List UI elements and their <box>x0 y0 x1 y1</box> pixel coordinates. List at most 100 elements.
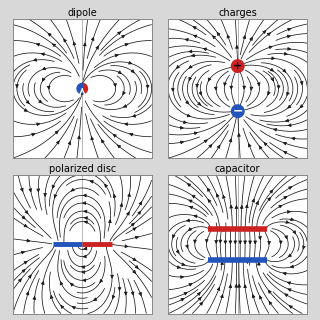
FancyArrowPatch shape <box>300 82 303 84</box>
FancyArrowPatch shape <box>221 261 224 264</box>
FancyArrowPatch shape <box>243 86 246 89</box>
FancyArrowPatch shape <box>268 92 270 95</box>
FancyArrowPatch shape <box>252 199 254 202</box>
FancyArrowPatch shape <box>285 236 287 239</box>
FancyArrowPatch shape <box>234 241 237 244</box>
FancyArrowPatch shape <box>189 284 192 286</box>
FancyArrowPatch shape <box>90 180 93 183</box>
FancyArrowPatch shape <box>260 296 262 299</box>
FancyArrowPatch shape <box>115 54 118 57</box>
FancyArrowPatch shape <box>176 250 179 253</box>
FancyArrowPatch shape <box>194 35 197 37</box>
FancyArrowPatch shape <box>196 84 198 87</box>
FancyArrowPatch shape <box>186 101 188 104</box>
FancyArrowPatch shape <box>243 36 246 39</box>
FancyArrowPatch shape <box>177 65 180 68</box>
FancyArrowPatch shape <box>48 33 51 36</box>
FancyArrowPatch shape <box>230 86 233 89</box>
FancyArrowPatch shape <box>216 228 219 231</box>
FancyArrowPatch shape <box>284 151 287 154</box>
FancyArrowPatch shape <box>180 126 183 129</box>
FancyArrowPatch shape <box>52 185 55 188</box>
Title: dipole: dipole <box>68 8 97 19</box>
FancyArrowPatch shape <box>172 235 175 238</box>
Title: charges: charges <box>218 8 257 19</box>
FancyArrowPatch shape <box>235 206 238 208</box>
FancyArrowPatch shape <box>26 100 29 103</box>
FancyArrowPatch shape <box>244 285 246 288</box>
FancyArrowPatch shape <box>289 187 292 189</box>
FancyArrowPatch shape <box>172 88 174 91</box>
FancyArrowPatch shape <box>133 228 136 230</box>
FancyArrowPatch shape <box>208 78 211 81</box>
FancyArrowPatch shape <box>120 204 123 206</box>
FancyArrowPatch shape <box>78 136 80 139</box>
FancyArrowPatch shape <box>192 54 195 57</box>
FancyArrowPatch shape <box>131 223 134 226</box>
FancyArrowPatch shape <box>32 133 35 136</box>
FancyArrowPatch shape <box>292 137 295 140</box>
FancyArrowPatch shape <box>124 105 127 107</box>
FancyArrowPatch shape <box>68 141 71 145</box>
FancyArrowPatch shape <box>132 115 136 117</box>
FancyArrowPatch shape <box>55 131 58 134</box>
FancyArrowPatch shape <box>207 188 210 191</box>
FancyArrowPatch shape <box>180 141 183 144</box>
FancyArrowPatch shape <box>267 33 270 36</box>
FancyArrowPatch shape <box>205 239 208 242</box>
FancyArrowPatch shape <box>70 283 74 286</box>
FancyArrowPatch shape <box>230 205 233 208</box>
FancyArrowPatch shape <box>112 295 115 299</box>
FancyArrowPatch shape <box>39 100 42 103</box>
FancyArrowPatch shape <box>83 202 86 204</box>
FancyArrowPatch shape <box>256 202 258 204</box>
Title: polarized disc: polarized disc <box>49 164 116 174</box>
FancyArrowPatch shape <box>184 121 187 124</box>
Wedge shape <box>77 84 82 94</box>
FancyArrowPatch shape <box>84 210 87 213</box>
FancyArrowPatch shape <box>254 241 257 244</box>
FancyArrowPatch shape <box>43 78 45 81</box>
FancyArrowPatch shape <box>125 123 128 125</box>
FancyArrowPatch shape <box>139 292 141 295</box>
FancyArrowPatch shape <box>271 78 273 81</box>
FancyArrowPatch shape <box>259 146 262 149</box>
FancyArrowPatch shape <box>223 195 225 198</box>
FancyArrowPatch shape <box>94 298 97 300</box>
FancyArrowPatch shape <box>135 236 139 239</box>
FancyArrowPatch shape <box>24 261 27 264</box>
FancyArrowPatch shape <box>100 279 103 283</box>
FancyArrowPatch shape <box>54 195 57 198</box>
FancyArrowPatch shape <box>82 266 85 268</box>
FancyArrowPatch shape <box>44 193 46 196</box>
FancyArrowPatch shape <box>293 231 296 234</box>
FancyArrowPatch shape <box>84 194 86 197</box>
FancyArrowPatch shape <box>219 240 222 243</box>
FancyArrowPatch shape <box>41 282 44 284</box>
FancyArrowPatch shape <box>91 37 94 41</box>
FancyArrowPatch shape <box>269 46 272 49</box>
FancyArrowPatch shape <box>96 46 99 49</box>
FancyArrowPatch shape <box>41 53 44 56</box>
FancyArrowPatch shape <box>50 295 53 299</box>
FancyArrowPatch shape <box>268 290 271 293</box>
FancyArrowPatch shape <box>127 212 129 215</box>
FancyArrowPatch shape <box>197 292 200 295</box>
FancyArrowPatch shape <box>47 86 50 89</box>
FancyArrowPatch shape <box>82 271 85 274</box>
FancyArrowPatch shape <box>84 43 86 46</box>
FancyArrowPatch shape <box>236 45 238 48</box>
FancyArrowPatch shape <box>118 71 121 74</box>
FancyArrowPatch shape <box>138 211 140 214</box>
FancyArrowPatch shape <box>214 87 217 90</box>
FancyArrowPatch shape <box>289 306 292 308</box>
FancyArrowPatch shape <box>188 184 191 187</box>
FancyArrowPatch shape <box>277 86 280 89</box>
FancyArrowPatch shape <box>83 279 86 282</box>
FancyArrowPatch shape <box>83 255 86 258</box>
FancyArrowPatch shape <box>84 247 87 250</box>
FancyArrowPatch shape <box>64 39 67 42</box>
FancyArrowPatch shape <box>198 102 201 105</box>
FancyArrowPatch shape <box>224 241 227 244</box>
FancyArrowPatch shape <box>287 92 289 95</box>
